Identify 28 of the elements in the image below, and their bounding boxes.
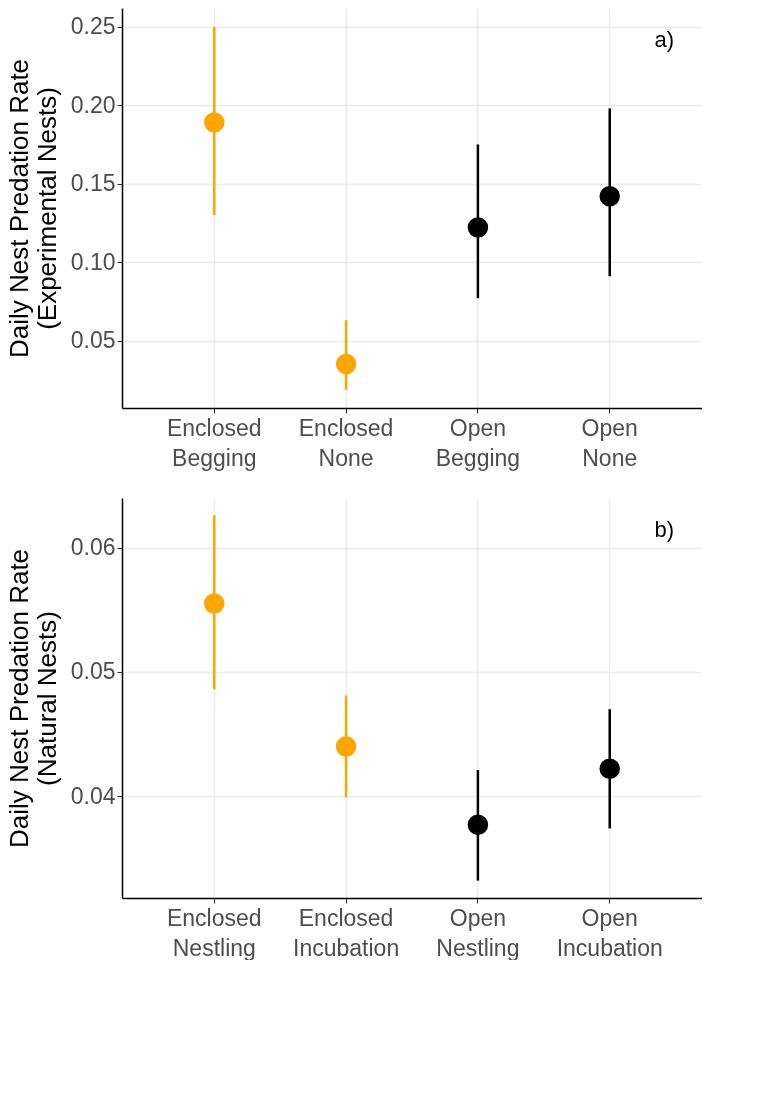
y-tick-label: 0.10 [70, 248, 116, 275]
x-tick-label: Enclosed Incubation [293, 904, 400, 961]
x-tick-label: Open Begging [435, 414, 521, 471]
x-tick-label: Open Incubation [556, 904, 663, 961]
y-tick-label: 0.05 [70, 658, 116, 685]
y-axis-title: Daily Nest Predation Rate (Natural Nests) [3, 548, 62, 849]
y-tick-label: 0.04 [70, 782, 116, 809]
y-axis-title: Daily Nest Predation Rate (Experimental Nests) [3, 58, 62, 359]
y-tick-label: 0.20 [70, 91, 116, 118]
point [467, 217, 489, 238]
y-tick-label: 0.25 [70, 13, 116, 40]
y-tick-label: 0.06 [70, 534, 116, 561]
point [599, 186, 620, 207]
point [599, 758, 620, 780]
x-tick-label: Open Nestling [436, 904, 520, 961]
point [204, 593, 225, 614]
point [204, 112, 225, 133]
x-tick-label: Enclosed Begging [166, 414, 262, 471]
point [335, 353, 357, 375]
x-tick-label: Open None [581, 414, 638, 471]
point [335, 736, 357, 757]
x-tick-label: Enclosed Nestling [166, 904, 262, 961]
y-tick-label: 0.15 [70, 170, 116, 197]
annotation: a) [654, 27, 674, 52]
x-tick-label: Enclosed None [298, 414, 394, 471]
annotation: b) [654, 517, 674, 542]
point [467, 814, 489, 835]
y-tick-label: 0.05 [70, 327, 116, 354]
